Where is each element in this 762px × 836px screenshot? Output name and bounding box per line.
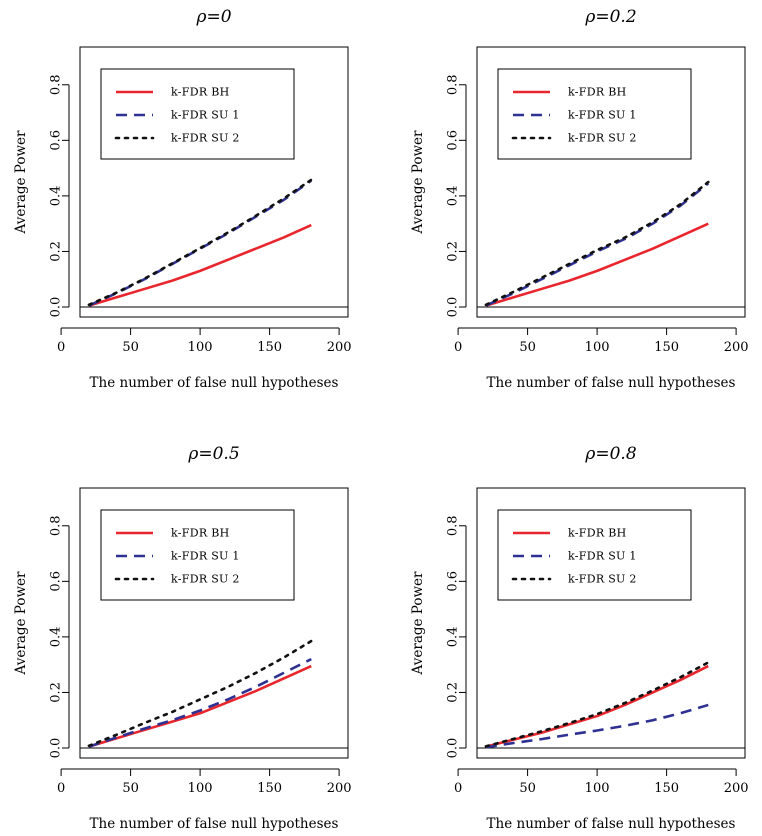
plot-frame [476,46,746,318]
y-tick-label: 0.0 [49,297,64,318]
y-tick-label: 0.6 [49,130,64,151]
series-line-3 [87,178,313,307]
legend-box [497,509,692,601]
legend: k-FDR BH k-FDR SU 1 k-FDR SU 2 [100,509,295,601]
y-tick-label: 0.6 [49,571,64,592]
y-tick-label: 0.4 [446,627,461,648]
x-tick-label: 0 [57,781,65,796]
y-tick-label: 0.8 [446,515,461,536]
legend-entry-label: k-FDR SU 1 [568,550,637,563]
series-line-3 [484,180,710,307]
y-axis-label: Average Power [13,571,29,675]
plot-frame [79,46,349,318]
x-tick-label: 50 [122,781,139,796]
x-axis-label: The number of false null hypotheses [487,816,736,832]
x-axis-label: The number of false null hypotheses [90,375,339,391]
x-tick-label: 0 [57,340,65,355]
series-line-2 [485,182,710,307]
plot-frame [79,487,349,759]
chart-title: ρ=0 [195,7,231,27]
legend-box [100,68,295,160]
x-tick-label: 100 [188,340,213,355]
chart-title: ρ=0.8 [584,444,636,464]
legend-box [497,68,692,160]
legend: k-FDR BH k-FDR SU 1 k-FDR SU 2 [100,68,295,160]
series-line-1 [88,223,312,307]
x-tick-label: 150 [257,340,282,355]
y-tick-label: 0.4 [49,186,64,207]
series-line-1 [88,664,312,748]
series-line-1 [485,664,709,748]
x-tick-label: 150 [654,781,679,796]
legend-entry-label: k-FDR BH [171,86,230,99]
y-axis-label: Average Power [13,130,29,234]
legend-entry-label: k-FDR SU 1 [568,109,637,122]
chart-panel-4: ρ=0.8 0 50 100 150 200 0.0 0.2 0.4 0.6 0.8 The numb… [410,444,749,832]
y-tick-label: 0.2 [446,682,461,703]
legend: k-FDR BH k-FDR SU 1 k-FDR SU 2 [497,509,692,601]
x-tick-label: 200 [327,340,352,355]
x-axis-label: The number of false null hypotheses [487,375,736,391]
y-tick-label: 0.6 [446,571,461,592]
legend-entry-label: k-FDR SU 1 [171,550,240,563]
legend-entry-label: k-FDR SU 2 [568,573,637,586]
y-tick-label: 0.4 [446,186,461,207]
y-axis-label: Average Power [410,571,426,675]
y-tick-label: 0.6 [446,130,461,151]
y-tick-label: 0.2 [446,241,461,262]
series-line-1 [485,222,709,307]
x-tick-label: 50 [519,340,536,355]
x-tick-label: 100 [585,781,610,796]
legend-entry-label: k-FDR SU 2 [568,132,637,145]
y-tick-label: 0.0 [446,738,461,759]
legend-entry-label: k-FDR SU 2 [171,573,240,586]
legend: k-FDR BH k-FDR SU 1 k-FDR SU 2 [497,68,692,160]
legend-entry-label: k-FDR SU 2 [171,132,240,145]
chart-panel-3: ρ=0.5 0 50 100 150 200 0.0 0.2 0.4 0.6 0.8 The numb… [13,444,352,832]
y-tick-label: 0.4 [49,627,64,648]
y-tick-label: 0.0 [49,738,64,759]
legend-entry-label: k-FDR SU 1 [171,109,240,122]
series-line-2 [88,179,313,307]
series-line-2 [485,703,709,749]
y-tick-label: 0.2 [49,241,64,262]
legend-entry-label: k-FDR BH [568,527,627,540]
chart-title: ρ=0.5 [187,444,239,464]
chart-panel-2: ρ=0.2 0 50 100 150 200 0.0 0.2 0.4 0.6 0.8 The numb… [410,7,749,391]
x-tick-label: 200 [724,340,749,355]
x-tick-label: 0 [454,340,462,355]
x-tick-label: 50 [519,781,536,796]
chart-title: ρ=0.2 [584,7,636,27]
y-tick-label: 0.8 [49,515,64,536]
series-line-3 [484,661,710,748]
y-tick-label: 0.0 [446,297,461,318]
x-tick-label: 200 [327,781,352,796]
chart-panel-1: ρ=0 0 50 100 150 200 0.0 0.2 0.4 0.6 0.8 The number… [13,7,352,391]
x-tick-label: 50 [122,340,139,355]
y-axis-label: Average Power [410,130,426,234]
y-tick-label: 0.2 [49,682,64,703]
x-axis-label: The number of false null hypotheses [90,816,339,832]
y-tick-label: 0.8 [49,74,64,95]
legend-box [100,509,295,601]
x-tick-label: 150 [654,340,679,355]
x-tick-label: 150 [257,781,282,796]
x-tick-label: 200 [724,781,749,796]
x-tick-label: 100 [585,340,610,355]
legend-entry-label: k-FDR BH [568,86,627,99]
x-tick-label: 100 [188,781,213,796]
series-line-3 [87,639,313,748]
legend-entry-label: k-FDR BH [171,527,230,540]
x-tick-label: 0 [454,781,462,796]
series-line-2 [88,657,312,748]
plot-frame [476,487,746,759]
y-tick-label: 0.8 [446,74,461,95]
